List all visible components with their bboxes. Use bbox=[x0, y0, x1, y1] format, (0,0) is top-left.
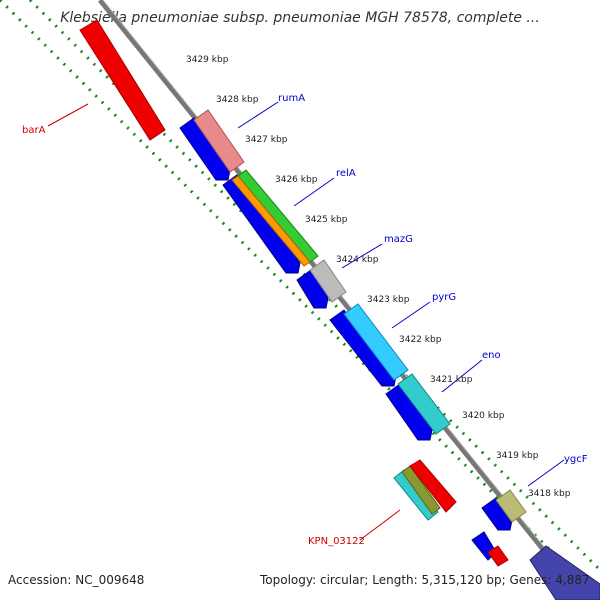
leader-pyrG bbox=[391, 301, 431, 329]
genome-backbone-highlight bbox=[102, 0, 588, 600]
leader-relA bbox=[293, 177, 335, 207]
gene-label-pyrG[interactable]: pyrG bbox=[432, 292, 456, 303]
gene-label-relA[interactable]: relA bbox=[336, 168, 356, 179]
scale-label-3429: 3429 kbp bbox=[186, 55, 229, 65]
leader-mazG bbox=[341, 243, 383, 269]
gene-barA-feature[interactable] bbox=[79, 19, 166, 141]
cds-feature-1[interactable] bbox=[179, 117, 231, 181]
cds-feature-6[interactable] bbox=[481, 497, 513, 531]
gene-KPN_03122-feature-red[interactable] bbox=[409, 459, 457, 513]
cds-feature-5[interactable] bbox=[385, 383, 433, 441]
gene-label-KPN_03122[interactable]: KPN_03122 bbox=[308, 536, 365, 547]
scale-label-3427: 3427 kbp bbox=[245, 135, 288, 145]
gene-ygcF-feature[interactable] bbox=[495, 489, 527, 523]
scale-label-3419: 3419 kbp bbox=[496, 451, 539, 461]
cds-feature-2[interactable] bbox=[222, 174, 301, 274]
gene-small-red[interactable] bbox=[487, 545, 509, 567]
leader-rumA bbox=[237, 101, 279, 129]
gene-KPN_03122-feature-olive[interactable] bbox=[401, 465, 441, 515]
scale-label-3422: 3422 kbp bbox=[399, 335, 442, 345]
gene-label-eno[interactable]: eno bbox=[482, 350, 501, 361]
gene-label-ygcF[interactable]: ygcF bbox=[564, 454, 588, 465]
scale-label-3428: 3428 kbp bbox=[216, 95, 259, 105]
gene-relA-feature-orange[interactable] bbox=[231, 175, 311, 267]
gene-eno-feature[interactable] bbox=[397, 373, 451, 435]
accession-text: Accession: NC_009648 bbox=[8, 573, 145, 587]
scale-label-3424: 3424 kbp bbox=[336, 255, 379, 265]
genome-summary-text: Topology: circular; Length: 5,315,120 bp… bbox=[260, 573, 590, 587]
scale-label-3426: 3426 kbp bbox=[275, 175, 318, 185]
cds-feature-4[interactable] bbox=[329, 309, 397, 387]
scale-label-3425: 3425 kbp bbox=[305, 215, 348, 225]
gene-label-rumA[interactable]: rumA bbox=[278, 93, 305, 104]
leader-ygcF bbox=[527, 459, 565, 487]
gene-label-barA[interactable]: barA bbox=[22, 125, 46, 136]
gene-outer-purple[interactable] bbox=[529, 545, 600, 600]
scale-label-3423: 3423 kbp bbox=[367, 295, 410, 305]
leader-barA bbox=[47, 103, 89, 127]
leader-KPN_03122 bbox=[359, 509, 401, 541]
scale-label-3418: 3418 kbp bbox=[528, 489, 571, 499]
scale-label-3420: 3420 kbp bbox=[462, 411, 505, 421]
scale-label-3421: 3421 kbp bbox=[430, 375, 473, 385]
gene-label-mazG[interactable]: mazG bbox=[384, 234, 413, 245]
gene-pyrG-feature[interactable] bbox=[343, 303, 409, 381]
map-title: Klebsiella pneumoniae subsp. pneumoniae … bbox=[60, 10, 540, 26]
cds-feature-3[interactable] bbox=[296, 269, 329, 309]
gene-mazG-feature[interactable] bbox=[309, 259, 347, 303]
leader-eno bbox=[441, 359, 483, 393]
gene-rumA-feature[interactable] bbox=[193, 109, 245, 173]
